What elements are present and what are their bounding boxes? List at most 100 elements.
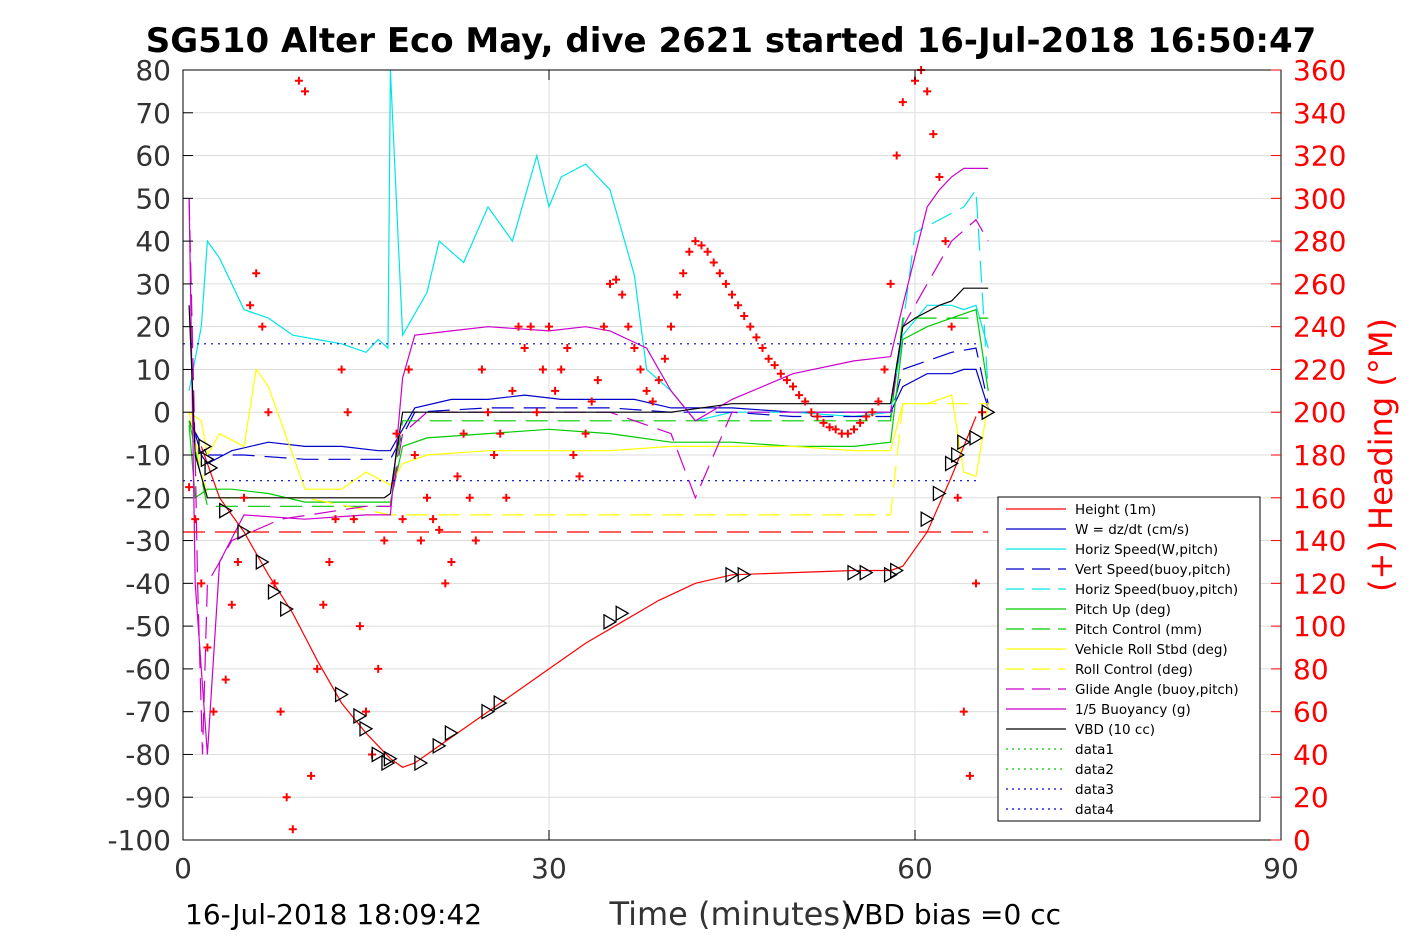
heading-point <box>831 425 840 434</box>
direction-marker <box>615 605 630 622</box>
heading-point <box>776 369 785 378</box>
y-right-tick-label: 0 <box>1293 824 1311 857</box>
heading-point <box>825 423 834 432</box>
heading-point <box>691 237 700 246</box>
heading-point <box>410 451 419 459</box>
heading-point <box>252 269 261 278</box>
heading-point <box>343 408 352 417</box>
heading-point <box>392 429 401 438</box>
legend-entry: W = dz/dt (cm/s) <box>1075 522 1189 538</box>
direction-marker <box>280 600 294 618</box>
direction-marker <box>237 523 252 541</box>
heading-point <box>429 515 438 524</box>
heading-point <box>240 493 248 502</box>
heading-point <box>654 376 663 385</box>
direction-marker <box>493 694 508 712</box>
heading-point <box>203 643 212 652</box>
y-right-tick-label: 40 <box>1293 738 1329 771</box>
heading-point <box>288 825 297 834</box>
heading-point <box>398 515 407 524</box>
marker-layer <box>198 404 996 772</box>
heading-point <box>874 397 883 406</box>
direction-marker <box>981 404 996 421</box>
series-line <box>200 416 977 768</box>
heading-point <box>648 397 657 406</box>
y-right-tick-label: 280 <box>1293 225 1346 258</box>
heading-point <box>447 557 456 566</box>
y-left-tick-label: 40 <box>135 225 171 258</box>
heading-point <box>892 151 901 160</box>
series-line <box>188 287 989 499</box>
x-tick-label: 0 <box>174 852 192 885</box>
heading-point <box>599 322 608 331</box>
y-left-tick-label: -90 <box>125 781 171 814</box>
y-right-tick-label: 340 <box>1293 97 1346 130</box>
heading-point <box>545 322 553 331</box>
y-right-tick-label: 360 <box>1293 54 1346 87</box>
heading-point <box>673 290 682 299</box>
heading-point <box>862 412 871 421</box>
heading-point <box>856 418 865 427</box>
heading-point <box>880 365 889 374</box>
series-line <box>188 317 989 507</box>
heading-point <box>660 354 669 363</box>
heading-point <box>538 365 547 374</box>
heading-point <box>246 301 255 310</box>
heading-point <box>606 279 614 288</box>
heading-point <box>331 515 340 524</box>
heading-point <box>612 275 621 284</box>
heading-point <box>947 322 956 331</box>
y-left-tick-label: 20 <box>135 311 171 344</box>
direction-marker <box>267 583 282 601</box>
legend-entry: VBD (10 cc) <box>1075 722 1155 738</box>
y-right-tick-label: 200 <box>1293 396 1346 429</box>
heading-point <box>850 425 858 434</box>
direction-marker <box>255 553 270 571</box>
series-line <box>188 403 989 516</box>
direction-marker <box>334 686 349 703</box>
heading-point <box>801 397 810 406</box>
y-right-tick-label: 320 <box>1293 140 1346 173</box>
heading-point <box>569 451 578 459</box>
series-line <box>188 368 989 465</box>
heading-point <box>728 290 736 299</box>
series-line <box>188 347 989 460</box>
heading-layer <box>185 66 987 834</box>
y-left-tick-label: -20 <box>125 482 171 515</box>
heading-point <box>898 98 907 107</box>
heading-point <box>313 664 322 673</box>
y-right-tick-label: 20 <box>1293 781 1329 814</box>
heading-point <box>965 771 974 780</box>
legend-entry: data3 <box>1075 782 1114 798</box>
direction-marker <box>847 564 862 581</box>
y-left-tick-label: -70 <box>125 696 171 729</box>
y-right-tick-label: 160 <box>1293 482 1346 515</box>
legend-entry: data2 <box>1075 762 1114 778</box>
heading-point <box>581 429 590 438</box>
direction-marker <box>219 502 233 519</box>
heading-point <box>221 675 230 684</box>
legend-entry: Height (1m) <box>1075 502 1156 518</box>
legend-entry: Pitch Control (mm) <box>1075 622 1202 638</box>
heading-point <box>868 408 877 417</box>
heading-point <box>685 247 694 256</box>
direction-marker <box>383 750 398 767</box>
heading-point <box>807 408 816 417</box>
direction-marker <box>381 754 396 772</box>
heading-point <box>325 557 334 566</box>
y-left-tick-label: -40 <box>125 567 171 600</box>
y-left-tick-label: 30 <box>135 268 171 301</box>
heading-point <box>227 600 236 609</box>
direction-marker <box>198 438 213 455</box>
series-line <box>188 69 989 422</box>
direction-marker <box>204 459 219 476</box>
legend-entry: data4 <box>1075 802 1114 818</box>
x-tick-label: 90 <box>1263 852 1299 885</box>
direction-marker <box>969 429 984 447</box>
heading-point <box>197 579 206 588</box>
heading-point <box>819 418 828 427</box>
heading-point <box>721 279 730 288</box>
heading-point <box>715 269 724 278</box>
heading-point <box>319 600 328 609</box>
x-tick-label: 30 <box>531 852 567 885</box>
